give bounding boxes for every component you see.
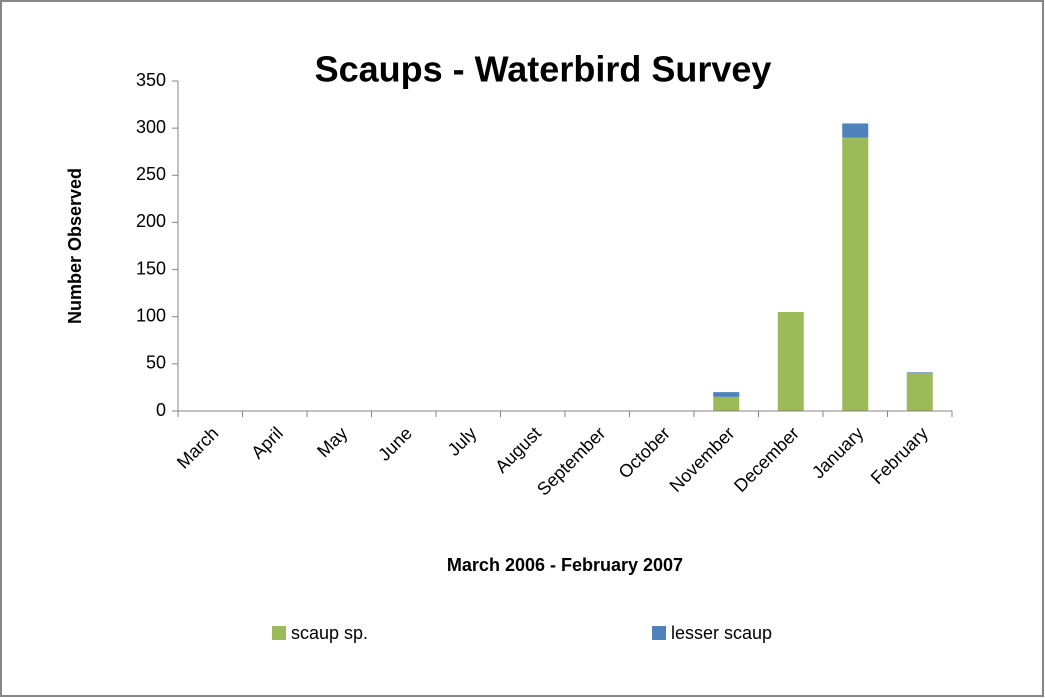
bar xyxy=(777,312,804,411)
y-tick-label: 50 xyxy=(146,353,166,373)
bar xyxy=(842,123,869,138)
bar xyxy=(906,372,933,374)
x-axis-label: March 2006 - February 2007 xyxy=(447,555,683,575)
y-tick-label: 0 xyxy=(156,400,166,420)
bar xyxy=(906,373,933,411)
y-tick-label: 100 xyxy=(136,305,166,325)
legend-label: scaup sp. xyxy=(291,623,368,643)
y-axis-label: Number Observed xyxy=(65,168,85,324)
y-tick-label: 150 xyxy=(136,258,166,278)
y-tick-label: 250 xyxy=(136,164,166,184)
legend-swatch xyxy=(652,626,666,640)
legend-label: lesser scaup xyxy=(671,623,772,643)
chart-title: Scaups - Waterbird Survey xyxy=(315,49,772,90)
legend-swatch xyxy=(272,626,286,640)
y-tick-label: 200 xyxy=(136,211,166,231)
bar xyxy=(713,396,740,411)
bar xyxy=(713,392,740,397)
y-tick-label: 300 xyxy=(136,117,166,137)
bar xyxy=(842,137,869,412)
y-tick-label: 350 xyxy=(136,70,166,90)
